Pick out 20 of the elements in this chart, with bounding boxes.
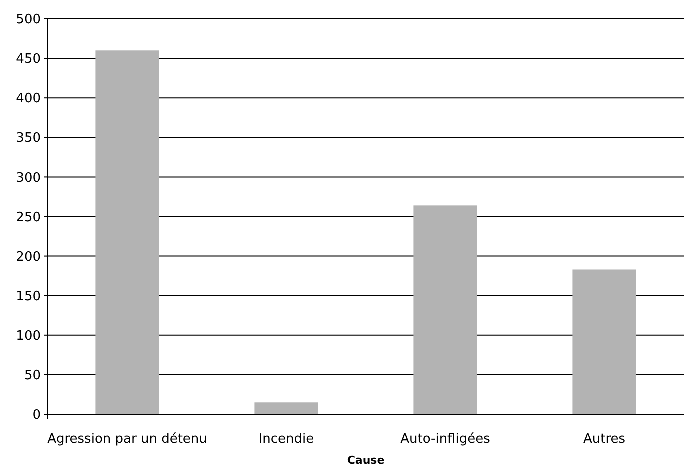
bar xyxy=(572,270,636,414)
y-tick-label: 100 xyxy=(16,328,41,344)
y-tick-label: 0 xyxy=(32,408,41,424)
bar xyxy=(96,50,160,414)
y-tick-label: 400 xyxy=(16,92,41,107)
y-tick-label: 500 xyxy=(16,12,41,28)
x-tick-label: Autres xyxy=(583,432,626,447)
x-tick-label: Incendie xyxy=(258,432,314,447)
x-tick-label: Auto-infligées xyxy=(400,432,491,447)
bar xyxy=(414,206,478,414)
y-tick-label: 450 xyxy=(16,52,41,68)
y-tick-label: 300 xyxy=(16,170,41,186)
y-tick-label: 150 xyxy=(16,289,41,304)
x-axis-title: Cause xyxy=(347,454,385,467)
y-tick-label: 200 xyxy=(16,250,41,265)
y-tick-label: 50 xyxy=(24,368,41,384)
y-tick-label: 350 xyxy=(16,131,41,146)
y-tick-label: 250 xyxy=(16,210,41,226)
x-tick-label: Agression par un détenu xyxy=(48,432,208,447)
bar xyxy=(254,402,318,414)
